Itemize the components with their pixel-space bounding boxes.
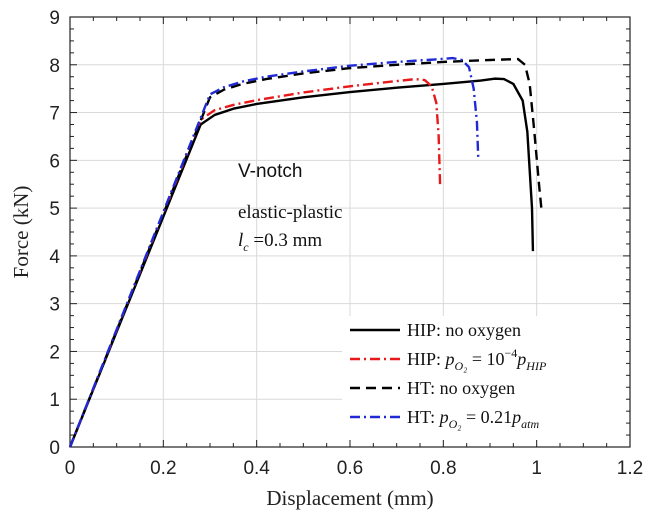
y-tick-label: 6 — [49, 151, 60, 172]
x-tick-label: 1 — [531, 458, 542, 479]
y-tick-label: 5 — [49, 199, 60, 220]
x-tick-label: 0.2 — [150, 458, 176, 479]
legend-label-3: HT: no oxygen — [407, 378, 515, 398]
legend: HIP: no oxygen HIP: pO₂ = 10−4pHIP HT: no … — [342, 316, 626, 440]
y-tick-label: 2 — [49, 342, 60, 363]
series-line-3 — [68, 57, 543, 448]
series-line-4 — [68, 56, 480, 448]
y-tick-label: 0 — [49, 438, 60, 459]
x-tick-label: 0.4 — [243, 458, 270, 479]
x-tick-label: 0.8 — [430, 458, 456, 479]
y-tick-label: 9 — [49, 8, 60, 29]
legend-label-2: HIP: pO₂ = 10−4pHIP — [407, 346, 547, 373]
x-tick-label: 0.6 — [337, 458, 363, 479]
tick-labels: 0 0.2 0.4 0.6 0.8 1 1.2 0 1 2 3 4 5 6 7 8 9 — [49, 8, 643, 479]
y-tick-label: 1 — [49, 390, 60, 411]
x-axis-label: Displacement (mm) — [266, 486, 433, 510]
annotation-lc-value: =0.3 mm — [249, 230, 323, 251]
x-tick-label: 0 — [65, 458, 76, 479]
annotation-notch: V-notch — [238, 161, 302, 182]
y-tick-label: 7 — [49, 104, 60, 125]
x-tick-label: 1.2 — [617, 458, 643, 479]
annotation-model: elastic-plastic — [238, 202, 342, 223]
legend-box — [342, 316, 626, 440]
annotation-lc: lc =0.3 mm — [238, 230, 322, 254]
legend-label-1: HIP: no oxygen — [407, 320, 521, 340]
annotation-lc-symbol: l — [238, 230, 243, 251]
series-line-1 — [68, 77, 535, 448]
legend-label-4: HT: pO₂ = 0.21patm — [407, 407, 539, 431]
annotation-lc-sub: c — [243, 240, 249, 254]
y-tick-label: 3 — [49, 295, 60, 316]
y-tick-label: 8 — [49, 56, 60, 77]
ticks — [69, 16, 631, 448]
y-tick-label: 4 — [49, 247, 60, 268]
series-line-2 — [68, 77, 442, 448]
y-axis-label: Force (kN) — [9, 186, 33, 279]
series-layer — [68, 56, 543, 448]
